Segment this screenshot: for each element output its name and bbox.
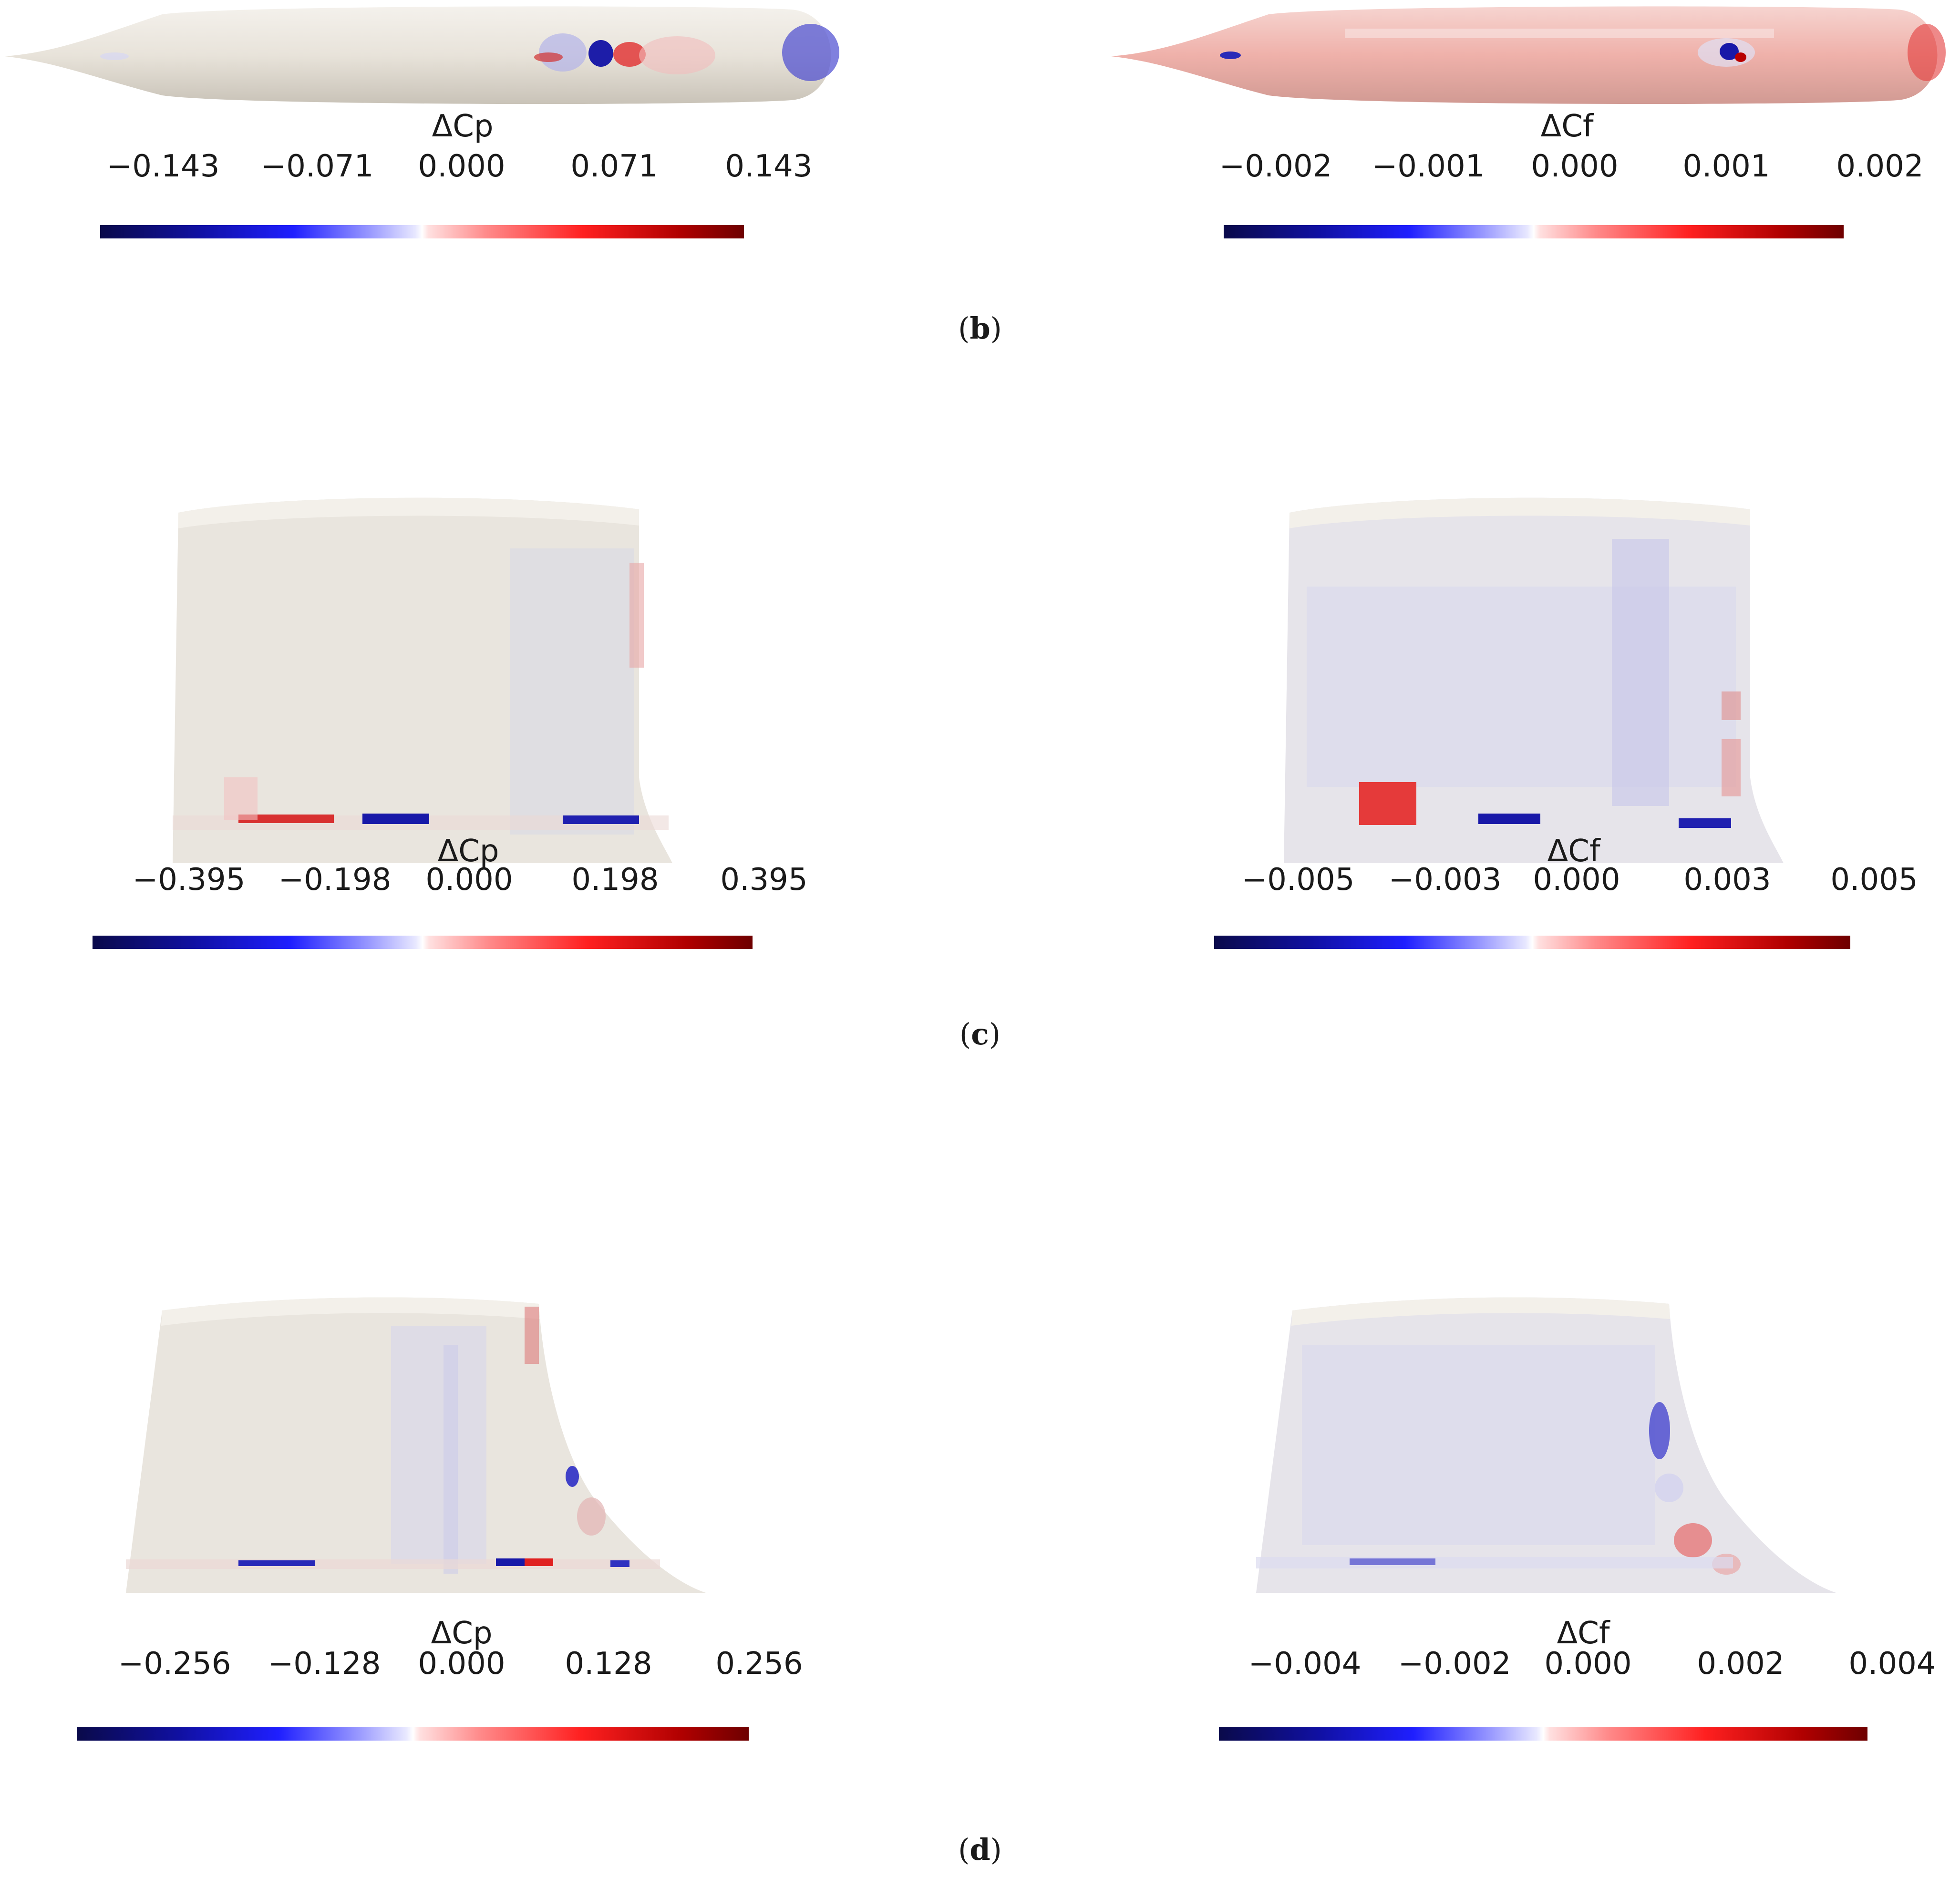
colorbar-tick: −0.143 [106,149,220,184]
colorbar-tick: 0.395 [720,862,808,897]
panel-b: ΔCp −0.143 −0.071 0.000 0.071 0.143 ΔCf … [0,0,1960,362]
colorbar-tick: 0.001 [1682,149,1770,184]
colorbar-tick: 0.000 [425,862,513,897]
colorbar-tick: −0.004 [1248,1646,1362,1681]
colorbar-tick: 0.143 [725,149,813,184]
colorbar-gradient [77,1727,749,1741]
colorbar-tick: −0.256 [118,1646,231,1681]
colorbar-title: ΔCp [431,1616,493,1651]
colorbar-tick: −0.005 [1241,862,1355,897]
hull-dcp-contour [5,6,839,104]
colorbar-title: ΔCp [432,109,494,144]
colorbar-tick: 0.000 [418,149,505,184]
panel-caption: (c) [959,1017,1001,1052]
panel-caption: (d) [958,1832,1002,1867]
colorbar-gradient [100,225,744,238]
colorbar-gradient [1224,225,1844,238]
colorbar-title: ΔCp [437,834,499,869]
colorbar-tick: 0.000 [1544,1646,1632,1681]
colorbar-tick: 0.000 [418,1646,505,1681]
colorbar-tick: 0.071 [570,149,658,184]
colorbar-tick: 0.000 [1533,862,1620,897]
colorbar-tick: −0.002 [1398,1646,1511,1681]
colorbar-tick: −0.198 [278,862,392,897]
colorbar-tick: 0.000 [1531,149,1619,184]
colorbar-tick: 0.004 [1848,1646,1936,1681]
colorbar-tick: 0.002 [1697,1646,1785,1681]
rudder-dcf-contour [1256,1297,1836,1593]
colorbar-gradient [1214,936,1850,949]
rudder-dcp-contour [126,1297,706,1593]
colorbar-tick: 0.003 [1683,862,1771,897]
colorbar-tick: −0.395 [132,862,246,897]
colorbar-tick: 0.198 [571,862,659,897]
sail-dcp-contour [173,497,672,863]
sail-dcf-contour [1284,497,1784,863]
panel-c: ΔCp −0.395 −0.198 0.000 0.198 0.395 ΔCf … [93,497,1918,1052]
colorbar-gradient [1219,1727,1867,1741]
colorbar-title: ΔCf [1540,109,1594,144]
colorbar-tick: −0.001 [1372,149,1485,184]
colorbar-tick: −0.002 [1219,149,1332,184]
colorbar-title: ΔCf [1547,834,1600,869]
colorbar-tick: 0.005 [1830,862,1918,897]
colorbar-title: ΔCf [1557,1616,1610,1651]
colorbar-tick: −0.128 [268,1646,381,1681]
colorbar-gradient [93,936,753,949]
hull-dcf-contour [1111,6,1946,104]
colorbar-tick: −0.071 [260,149,374,184]
colorbar-tick: 0.002 [1836,149,1924,184]
colorbar-tick: 0.128 [565,1646,652,1681]
panel-caption: (b) [958,311,1002,346]
colorbar-tick: −0.003 [1388,862,1502,897]
colorbar-tick: 0.256 [715,1646,803,1681]
